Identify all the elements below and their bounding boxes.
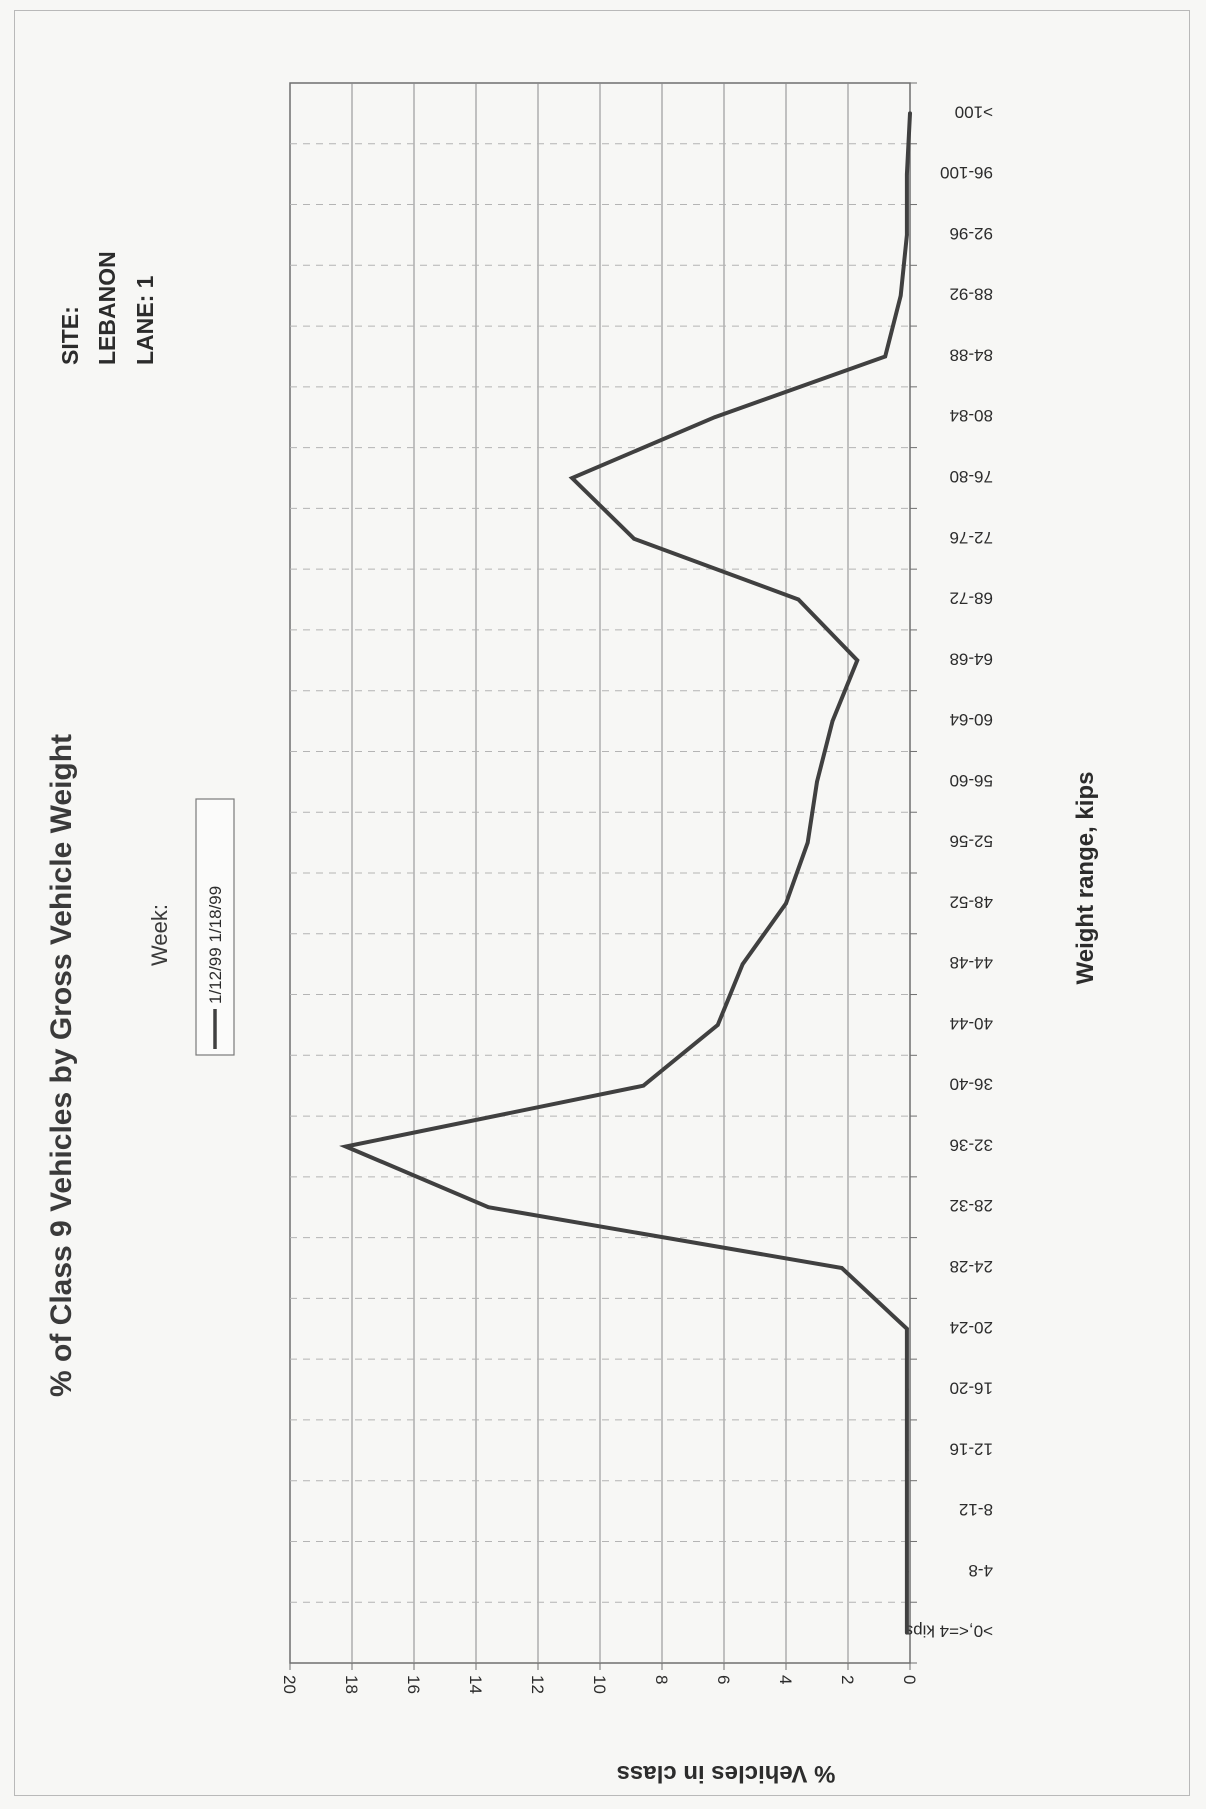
site-label: SITE: — [57, 306, 83, 365]
x-tick-label: 92-96 — [950, 224, 993, 243]
x-tick-label: 20-24 — [950, 1318, 993, 1337]
x-tick-label: 40-44 — [950, 1014, 993, 1033]
x-tick-label: 44-48 — [950, 953, 993, 972]
data-point — [905, 1630, 909, 1635]
x-tick-label: 72-76 — [950, 528, 993, 547]
y-tick-label: 0 — [900, 1675, 919, 1684]
x-axis-title: Weight range, kips — [1072, 772, 1099, 985]
y-tick-label: 8 — [652, 1675, 671, 1684]
x-tick-label: 76-80 — [950, 467, 993, 486]
x-tick-label: 52-56 — [950, 832, 993, 851]
x-tick-label: 64-68 — [950, 649, 993, 668]
x-tick-label: 36-40 — [950, 1075, 993, 1094]
site-name: LEBANON — [94, 251, 120, 365]
data-point — [905, 1509, 909, 1513]
x-tick-label: 24-28 — [950, 1257, 993, 1276]
y-tick-label: 4 — [776, 1675, 795, 1684]
data-point — [883, 354, 887, 359]
y-tick-label: 12 — [528, 1675, 547, 1694]
page-border — [14, 10, 1190, 1796]
legend-title: Week: — [147, 904, 172, 966]
x-tick-label: 96-100 — [940, 163, 993, 182]
data-point — [905, 172, 909, 176]
axis-ticks: 0 2 4 6 8 10 12 14 16 18 20 >0,<=4 kips 4-8 8-12 12-16… — [280, 82, 993, 1694]
x-tick-label: 84-88 — [950, 345, 993, 364]
data-point — [905, 1387, 909, 1392]
y-tick-label: 20 — [280, 1675, 299, 1694]
legend-series-label: 1/12/99 1/18/99 — [206, 886, 225, 1004]
y-axis-title: % Vehicles in class — [617, 1760, 836, 1787]
series-layer — [339, 111, 912, 1635]
data-point — [716, 1023, 720, 1027]
series-line — [339, 111, 912, 1635]
plot-area: 0 2 4 6 8 10 12 14 16 18 20 >0,<=4 kips 4-8 8-12 12-16… — [280, 82, 993, 1694]
data-point — [905, 1570, 909, 1574]
x-tick-label: 80-84 — [950, 406, 993, 425]
data-point — [570, 476, 574, 480]
legend: 1/12/99 1/18/99 — [195, 798, 235, 1056]
data-point — [905, 1327, 909, 1331]
data-point — [344, 1144, 348, 1149]
x-tick-label: 56-60 — [950, 771, 993, 790]
data-point — [784, 901, 788, 906]
chart-title: % of Class 9 Vehicles by Gross Vehicle W… — [45, 734, 78, 1397]
y-tick-label: 2 — [838, 1675, 857, 1684]
data-point — [840, 1266, 844, 1270]
y-tick-label: 6 — [714, 1675, 733, 1684]
data-point — [486, 1205, 491, 1209]
x-tick-label: 48-52 — [950, 892, 993, 911]
data-point — [855, 658, 860, 663]
x-tick-label: 16-20 — [950, 1379, 993, 1398]
x-tick-label: >100 — [955, 102, 993, 121]
x-tick-label: 88-92 — [950, 285, 993, 304]
y-tick-label: 10 — [590, 1675, 609, 1694]
data-point — [805, 840, 810, 845]
data-point — [898, 293, 903, 298]
y-tick-label: 14 — [466, 1675, 485, 1694]
y-tick-label: 16 — [404, 1675, 423, 1694]
data-point — [905, 1448, 909, 1453]
x-tick-label: >0,<=4 kips — [905, 1622, 993, 1641]
data-point — [905, 233, 909, 237]
data-point — [815, 780, 819, 784]
x-tick-label: 60-64 — [950, 710, 993, 729]
x-tick-label: 4-8 — [968, 1561, 993, 1580]
data-point — [796, 597, 801, 602]
x-tick-label: 28-32 — [950, 1196, 993, 1215]
x-tick-label: 8-12 — [959, 1500, 993, 1519]
data-point — [740, 962, 745, 966]
data-point — [908, 111, 912, 116]
data-point — [641, 1083, 646, 1088]
x-tick-label: 12-16 — [950, 1439, 993, 1458]
data-point — [632, 537, 636, 541]
y-tick-label: 18 — [342, 1675, 361, 1694]
data-point — [830, 719, 835, 723]
gridlines — [290, 83, 910, 1663]
lane-label: LANE: 1 — [132, 275, 158, 365]
x-tick-label: 68-72 — [950, 589, 993, 608]
data-point — [712, 415, 717, 420]
x-tick-label: 32-36 — [950, 1135, 993, 1154]
